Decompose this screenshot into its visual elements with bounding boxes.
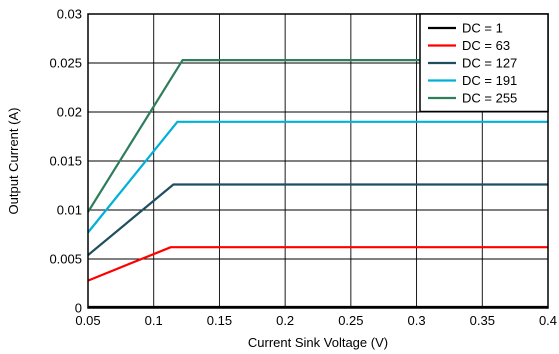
legend: DC = 1 DC = 63 DC = 127 DC = 191 DC = 255	[419, 13, 549, 113]
x-tick-label: 0.15	[207, 313, 232, 328]
y-tick-label: 0.03	[57, 7, 82, 22]
legend-label: DC = 191	[462, 73, 517, 88]
y-tick-label: 0.025	[49, 56, 82, 71]
legend-label: DC = 1	[462, 21, 503, 36]
legend-label: DC = 63	[462, 38, 510, 53]
y-axis-title: Output Current (A)	[6, 108, 21, 215]
tick-labels: 0.05 0.1 0.15 0.2 0.25 0.3 0.35 0.4 0 0.005 0.01 0.…	[49, 7, 557, 329]
x-tick-label: 0.05	[75, 313, 100, 328]
legend-label: DC = 127	[462, 56, 517, 71]
x-tick-label: 0.35	[470, 313, 495, 328]
y-tick-label: 0.005	[49, 252, 82, 267]
x-tick-label: 0.3	[408, 313, 426, 328]
y-tick-label: 0.015	[49, 154, 82, 169]
x-tick-label: 0.2	[276, 313, 294, 328]
series-line-3	[87, 183, 548, 256]
x-tick-label: 0.25	[338, 313, 363, 328]
series-line-2	[87, 246, 548, 282]
x-tick-label: 0.1	[145, 313, 163, 328]
legend-label: DC = 255	[462, 91, 517, 106]
plot-frame	[87, 13, 549, 309]
x-axis-title: Current Sink Voltage (V)	[248, 335, 388, 350]
y-tick-label: 0	[75, 301, 82, 316]
x-tick-label: 0.4	[539, 313, 557, 328]
series-line-4	[87, 120, 548, 234]
y-tick-label: 0.02	[57, 105, 82, 120]
y-tick-label: 0.01	[57, 203, 82, 218]
